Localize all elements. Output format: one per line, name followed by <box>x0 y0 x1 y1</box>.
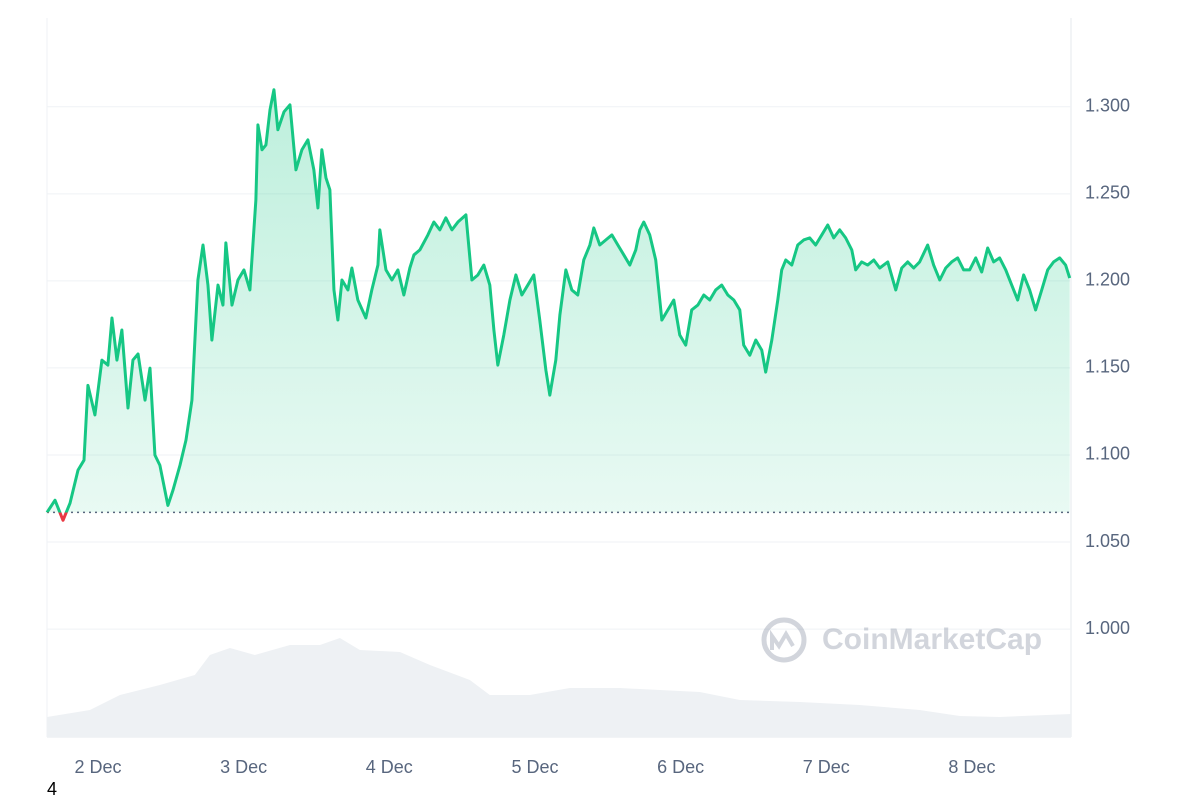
y-tick-label: 1.300 <box>1085 96 1130 116</box>
y-tick-label: 1.100 <box>1085 444 1130 464</box>
x-tick-label: 8 Dec <box>948 757 995 777</box>
x-tick-label: 5 Dec <box>511 757 558 777</box>
y-tick-label: 1.050 <box>1085 531 1130 551</box>
y-tick-label: 1.200 <box>1085 270 1130 290</box>
area-fill <box>47 89 1070 513</box>
footnote: 4 <box>47 779 57 799</box>
x-tick-label: 7 Dec <box>803 757 850 777</box>
volume-area <box>47 638 1071 737</box>
watermark-text: CoinMarketCap <box>822 623 1042 656</box>
price-line <box>45 88 1072 522</box>
x-tick-label: 3 Dec <box>220 757 267 777</box>
watermark: CoinMarketCap <box>761 617 1042 663</box>
y-tick-label: 1.250 <box>1085 183 1130 203</box>
x-tick-label: 2 Dec <box>74 757 121 777</box>
y-tick-label: 1.150 <box>1085 357 1130 377</box>
x-tick-label: 4 Dec <box>366 757 413 777</box>
y-tick-label: 1.000 <box>1085 618 1130 638</box>
watermark-logo <box>761 617 807 663</box>
x-tick-label: 6 Dec <box>657 757 704 777</box>
watermark-logo-mark <box>770 629 795 650</box>
